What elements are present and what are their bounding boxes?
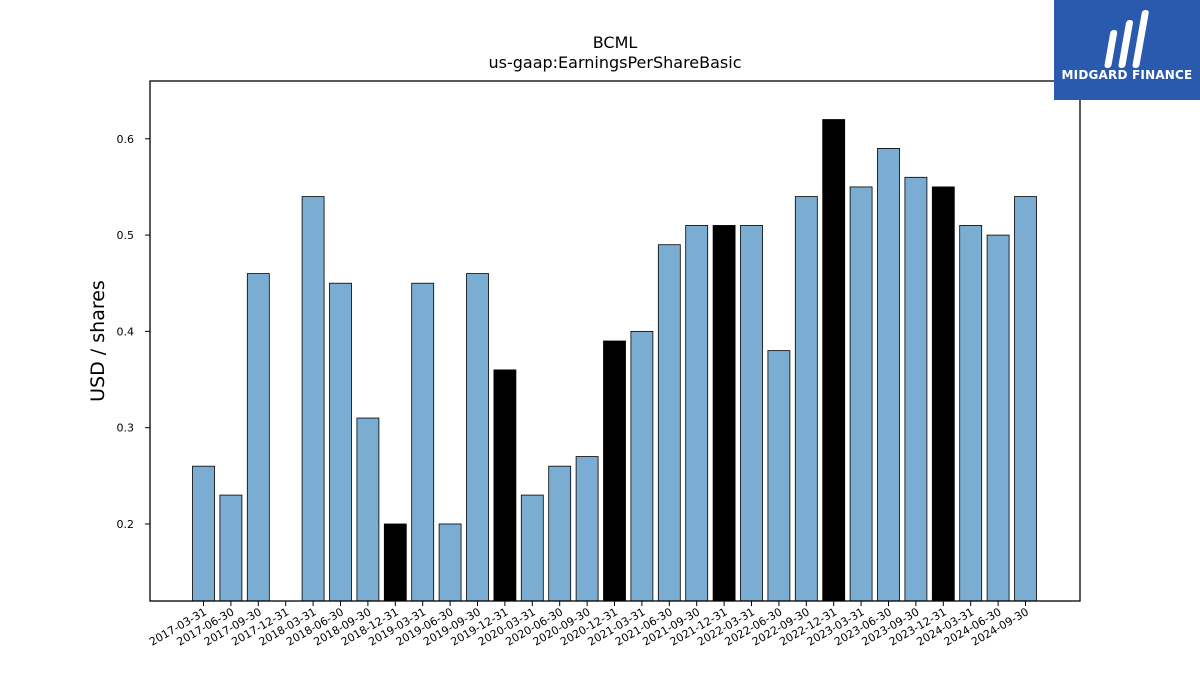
plot-frame xyxy=(149,80,1081,602)
y-tick-label: 0.4 xyxy=(117,325,135,338)
bar-2022-06-30 xyxy=(767,350,791,602)
bar-2024-03-31 xyxy=(959,225,983,602)
bar-2022-12-31 xyxy=(822,119,846,602)
bars-group xyxy=(192,119,1037,602)
bar-2020-03-31 xyxy=(520,494,544,602)
bar-2020-09-30 xyxy=(575,456,599,602)
bar-2019-03-31 xyxy=(411,282,435,602)
chart-subtitle: us-gaap:EarningsPerShareBasic xyxy=(488,53,741,72)
bar-2023-09-30 xyxy=(904,176,928,602)
bar-2023-06-30 xyxy=(877,148,900,602)
bar-2021-12-31 xyxy=(712,225,736,602)
y-tick-label: 0.2 xyxy=(117,518,135,531)
midgard-finance-logo: MIDGARD FINANCE xyxy=(1054,0,1200,100)
bar-2022-03-31 xyxy=(740,225,763,602)
logo-text: MIDGARD FINANCE xyxy=(1061,68,1193,82)
bar-2021-03-31 xyxy=(630,330,654,602)
y-axis-label: USD / shares xyxy=(87,280,109,402)
bar-2019-06-30 xyxy=(438,523,462,602)
bar-2020-12-31 xyxy=(603,340,626,602)
bar-2018-06-30 xyxy=(329,282,352,602)
bar-2023-12-31 xyxy=(931,186,955,602)
bar-2018-03-31 xyxy=(301,196,325,602)
bar-2024-09-30 xyxy=(1014,196,1037,602)
bar-2024-06-30 xyxy=(986,234,1010,602)
bar-2017-03-31 xyxy=(192,465,215,602)
bar-2019-12-31 xyxy=(493,369,517,602)
bar-2023-03-31 xyxy=(849,186,873,602)
y-tick-label: 0.5 xyxy=(117,229,135,242)
bar-2021-06-30 xyxy=(657,244,681,602)
bar-2018-09-30 xyxy=(356,417,380,602)
bar-2019-09-30 xyxy=(466,273,489,602)
bar-2018-12-31 xyxy=(383,523,407,602)
chart-title: BCML xyxy=(593,33,638,52)
y-tick-label: 0.6 xyxy=(117,133,135,146)
x-axis: 2017-03-312017-06-302017-09-302017-12-31… xyxy=(147,601,1031,649)
y-tick-label: 0.3 xyxy=(117,422,135,435)
bar-2022-09-30 xyxy=(794,196,818,602)
bar-2020-06-30 xyxy=(548,465,572,602)
midgard-m-logo-icon xyxy=(1104,10,1149,68)
bar-2017-06-30 xyxy=(219,494,243,602)
y-axis: 0.2 0.3 0.4 0.5 0.6 xyxy=(117,133,150,531)
bar-2021-09-30 xyxy=(685,225,709,602)
bar-2017-09-30 xyxy=(246,273,270,602)
